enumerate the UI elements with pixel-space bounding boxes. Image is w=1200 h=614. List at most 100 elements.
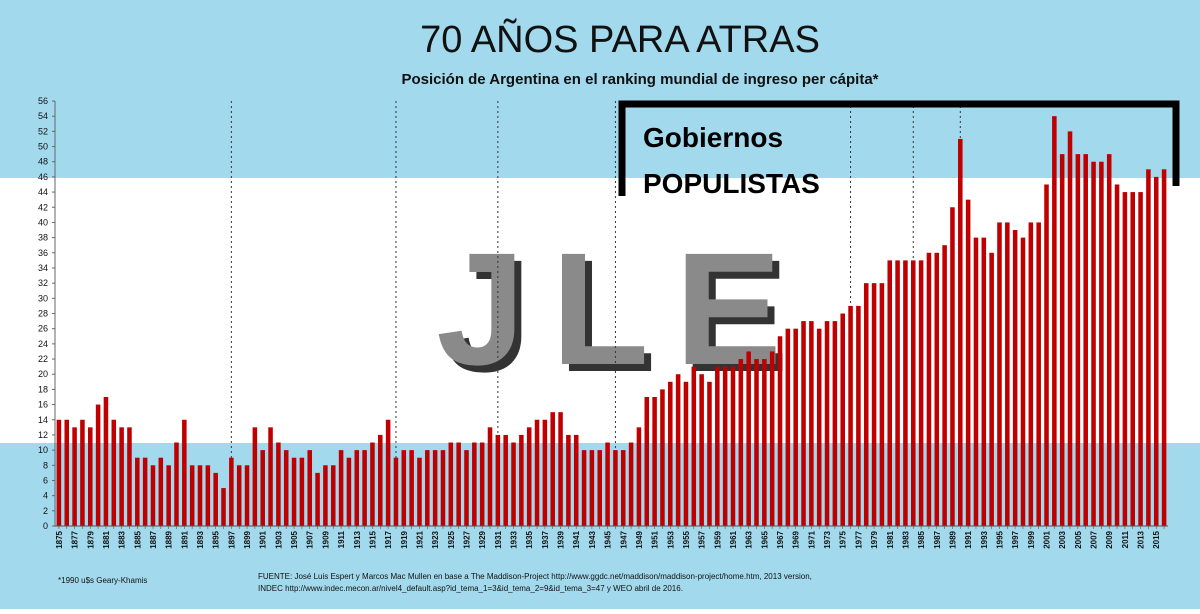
y-tick-label: 10 xyxy=(38,445,48,455)
bar xyxy=(221,488,226,526)
x-tick-label: 1919 xyxy=(400,530,409,548)
bar xyxy=(158,457,164,526)
bar xyxy=(879,283,885,526)
bar xyxy=(1067,131,1073,526)
bar xyxy=(229,457,234,526)
x-tick-label: 1889 xyxy=(165,530,174,548)
x-tick-label: 1931 xyxy=(494,530,503,548)
x-tick-label: 1899 xyxy=(243,530,252,548)
x-tick-label: 1959 xyxy=(713,530,722,548)
y-tick-label: 16 xyxy=(38,400,48,410)
bar xyxy=(393,457,399,526)
bar xyxy=(315,472,320,526)
x-tick-label: 1887 xyxy=(149,530,158,548)
bar xyxy=(934,252,940,527)
x-tick-label: 2007 xyxy=(1090,530,1099,548)
bar xyxy=(87,427,93,526)
bar xyxy=(871,283,877,526)
bar xyxy=(370,442,375,526)
y-tick-label: 46 xyxy=(38,172,48,182)
bar xyxy=(417,457,422,526)
y-tick-label: 26 xyxy=(38,324,48,334)
x-tick-label: 1929 xyxy=(478,530,487,548)
bar xyxy=(401,450,407,526)
bar xyxy=(385,419,391,526)
x-tick-label: 1939 xyxy=(557,530,566,548)
bar xyxy=(754,359,759,526)
bar xyxy=(64,419,70,526)
y-tick-label: 14 xyxy=(38,415,48,425)
bar xyxy=(699,374,704,526)
bar xyxy=(354,450,360,526)
bar xyxy=(801,321,806,526)
bar xyxy=(346,457,352,526)
bar xyxy=(793,328,798,526)
bar xyxy=(268,427,273,526)
x-tick-label: 1901 xyxy=(259,530,268,548)
bar xyxy=(660,389,665,526)
x-tick-label: 1943 xyxy=(588,530,597,548)
bar xyxy=(636,427,642,526)
x-tick-label: 1979 xyxy=(870,530,879,548)
bar xyxy=(605,442,610,526)
x-tick-label: 1975 xyxy=(839,530,848,548)
x-tick-label: 1977 xyxy=(854,530,863,548)
bar xyxy=(1083,154,1088,526)
chart-subtitle: Posición de Argentina en el ranking mund… xyxy=(401,71,878,88)
bar xyxy=(628,442,634,526)
bar xyxy=(973,237,979,526)
x-tick-label: 1969 xyxy=(792,530,801,548)
x-tick-label: 2011 xyxy=(1121,530,1130,548)
x-tick-label: 2015 xyxy=(1152,530,1161,548)
bar xyxy=(464,450,469,526)
x-tick-label: 1927 xyxy=(462,530,471,548)
bar xyxy=(581,450,587,526)
bar xyxy=(1028,222,1034,526)
bar xyxy=(135,457,140,526)
source-line-2: INDEC http://www.indec.mecon.ar/nivel4_d… xyxy=(258,584,683,593)
x-tick-label: 1955 xyxy=(682,530,691,548)
bar xyxy=(127,427,132,526)
bar xyxy=(166,465,171,526)
bar xyxy=(362,450,367,526)
bar xyxy=(409,450,414,526)
bar xyxy=(1036,222,1041,526)
bar xyxy=(252,427,258,526)
bar xyxy=(323,465,328,526)
x-tick-label: 1997 xyxy=(1011,530,1020,548)
bar xyxy=(448,442,454,526)
bar xyxy=(1146,169,1151,526)
x-tick-label: 1995 xyxy=(995,530,1004,548)
bar-series xyxy=(56,116,1167,527)
bar xyxy=(1005,222,1010,526)
y-tick-label: 50 xyxy=(38,142,48,152)
x-tick-label: 1987 xyxy=(933,530,942,548)
x-tick-label: 1961 xyxy=(729,530,738,548)
x-tick-label: 1965 xyxy=(760,530,769,548)
bar xyxy=(283,450,289,526)
y-tick-label: 6 xyxy=(43,475,48,485)
bar xyxy=(197,465,203,526)
bar xyxy=(558,412,563,526)
bar xyxy=(213,472,218,526)
x-tick-label: 1967 xyxy=(776,530,785,548)
bar xyxy=(887,260,893,526)
bar xyxy=(895,260,900,526)
bar xyxy=(174,442,179,526)
bar xyxy=(495,434,501,526)
x-tick-label: 1937 xyxy=(541,530,550,548)
y-tick-label: 0 xyxy=(43,521,48,531)
bar xyxy=(707,381,712,526)
bar xyxy=(715,366,720,526)
bar xyxy=(950,207,955,526)
x-tick-label: 2009 xyxy=(1105,530,1114,548)
x-tick-label: 1993 xyxy=(980,530,989,548)
bar xyxy=(80,419,85,526)
bar xyxy=(675,374,681,526)
bar xyxy=(958,138,963,527)
annotation-line-2: POPULISTAS xyxy=(643,168,820,199)
bar xyxy=(244,465,250,526)
bar xyxy=(1122,192,1128,527)
x-tick-label: 1951 xyxy=(651,530,660,548)
bar xyxy=(205,465,211,526)
